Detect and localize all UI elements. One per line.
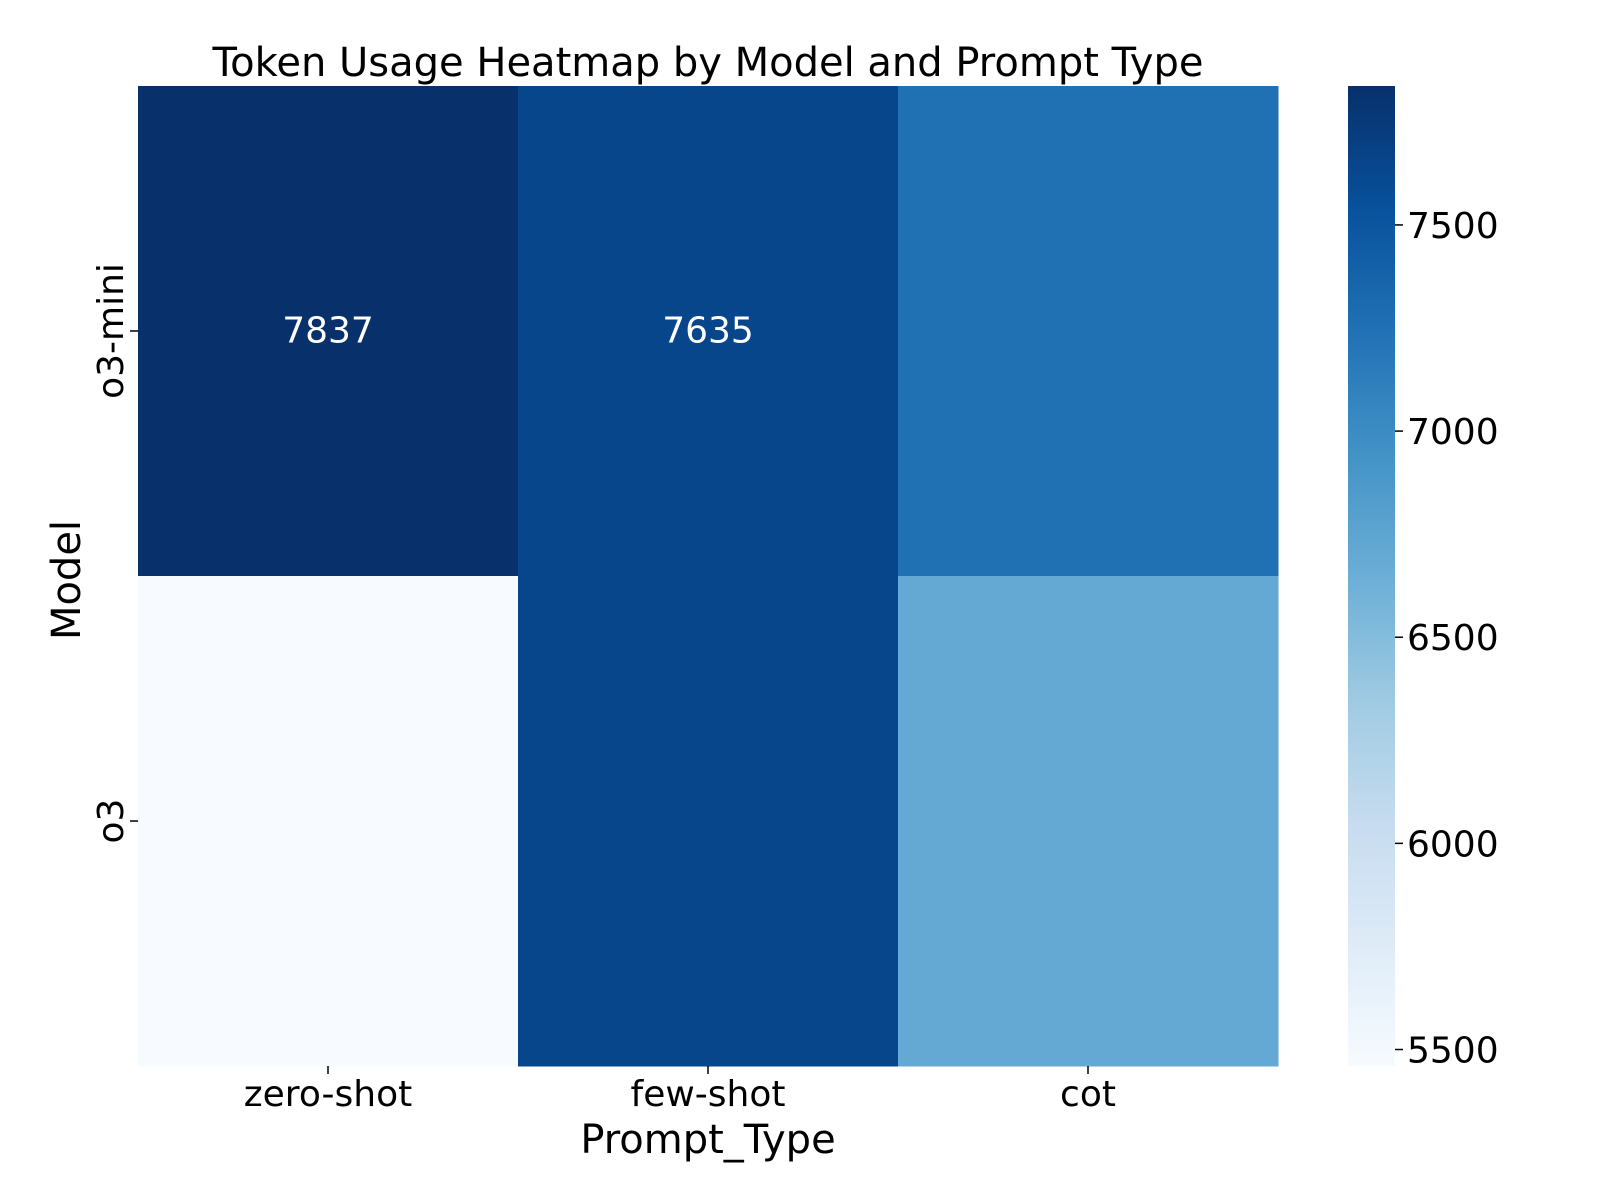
heatmap-cell-labels: 7837 7635 xyxy=(282,311,754,352)
x-tick-label: cot xyxy=(1060,1074,1116,1115)
x-axis: zero-shot few-shot cot xyxy=(244,1066,1116,1115)
heatmap-cell-o3-mini-few-shot xyxy=(518,86,899,577)
heatmap-cell-o3-zero-shot xyxy=(138,576,519,1067)
y-axis-label: Model xyxy=(44,520,90,640)
colorbar-tick-label: 7500 xyxy=(1407,206,1499,247)
colorbar-tick-label: 7000 xyxy=(1407,412,1499,453)
colorbar xyxy=(1348,86,1395,1066)
y-tick-label: o3 xyxy=(91,799,132,844)
x-tick-label: few-shot xyxy=(631,1074,786,1115)
cell-value-label: 7635 xyxy=(662,311,754,352)
chart-title: Token Usage Heatmap by Model and Prompt … xyxy=(212,40,1204,86)
heatmap-cells xyxy=(138,86,1279,1067)
heatmap-cell-o3-few-shot xyxy=(518,576,899,1067)
heatmap-cell-o3-mini-cot xyxy=(898,86,1279,577)
x-tick-label: zero-shot xyxy=(244,1074,412,1115)
cell-value-label: 7837 xyxy=(282,311,374,352)
heatmap-cell-o3-mini-zero-shot xyxy=(138,86,519,577)
y-axis: o3-mini o3 xyxy=(91,263,138,843)
heatmap-cell-o3-cot xyxy=(898,576,1279,1067)
colorbar-tick-label: 6000 xyxy=(1407,824,1499,865)
colorbar-tick-label: 5500 xyxy=(1407,1031,1499,1072)
colorbar-tick-label: 6500 xyxy=(1407,618,1499,659)
colorbar-ticks: 5500 6000 6500 7000 7500 xyxy=(1395,206,1499,1072)
y-tick-label: o3-mini xyxy=(91,263,132,399)
x-axis-label: Prompt_Type xyxy=(580,1117,835,1163)
